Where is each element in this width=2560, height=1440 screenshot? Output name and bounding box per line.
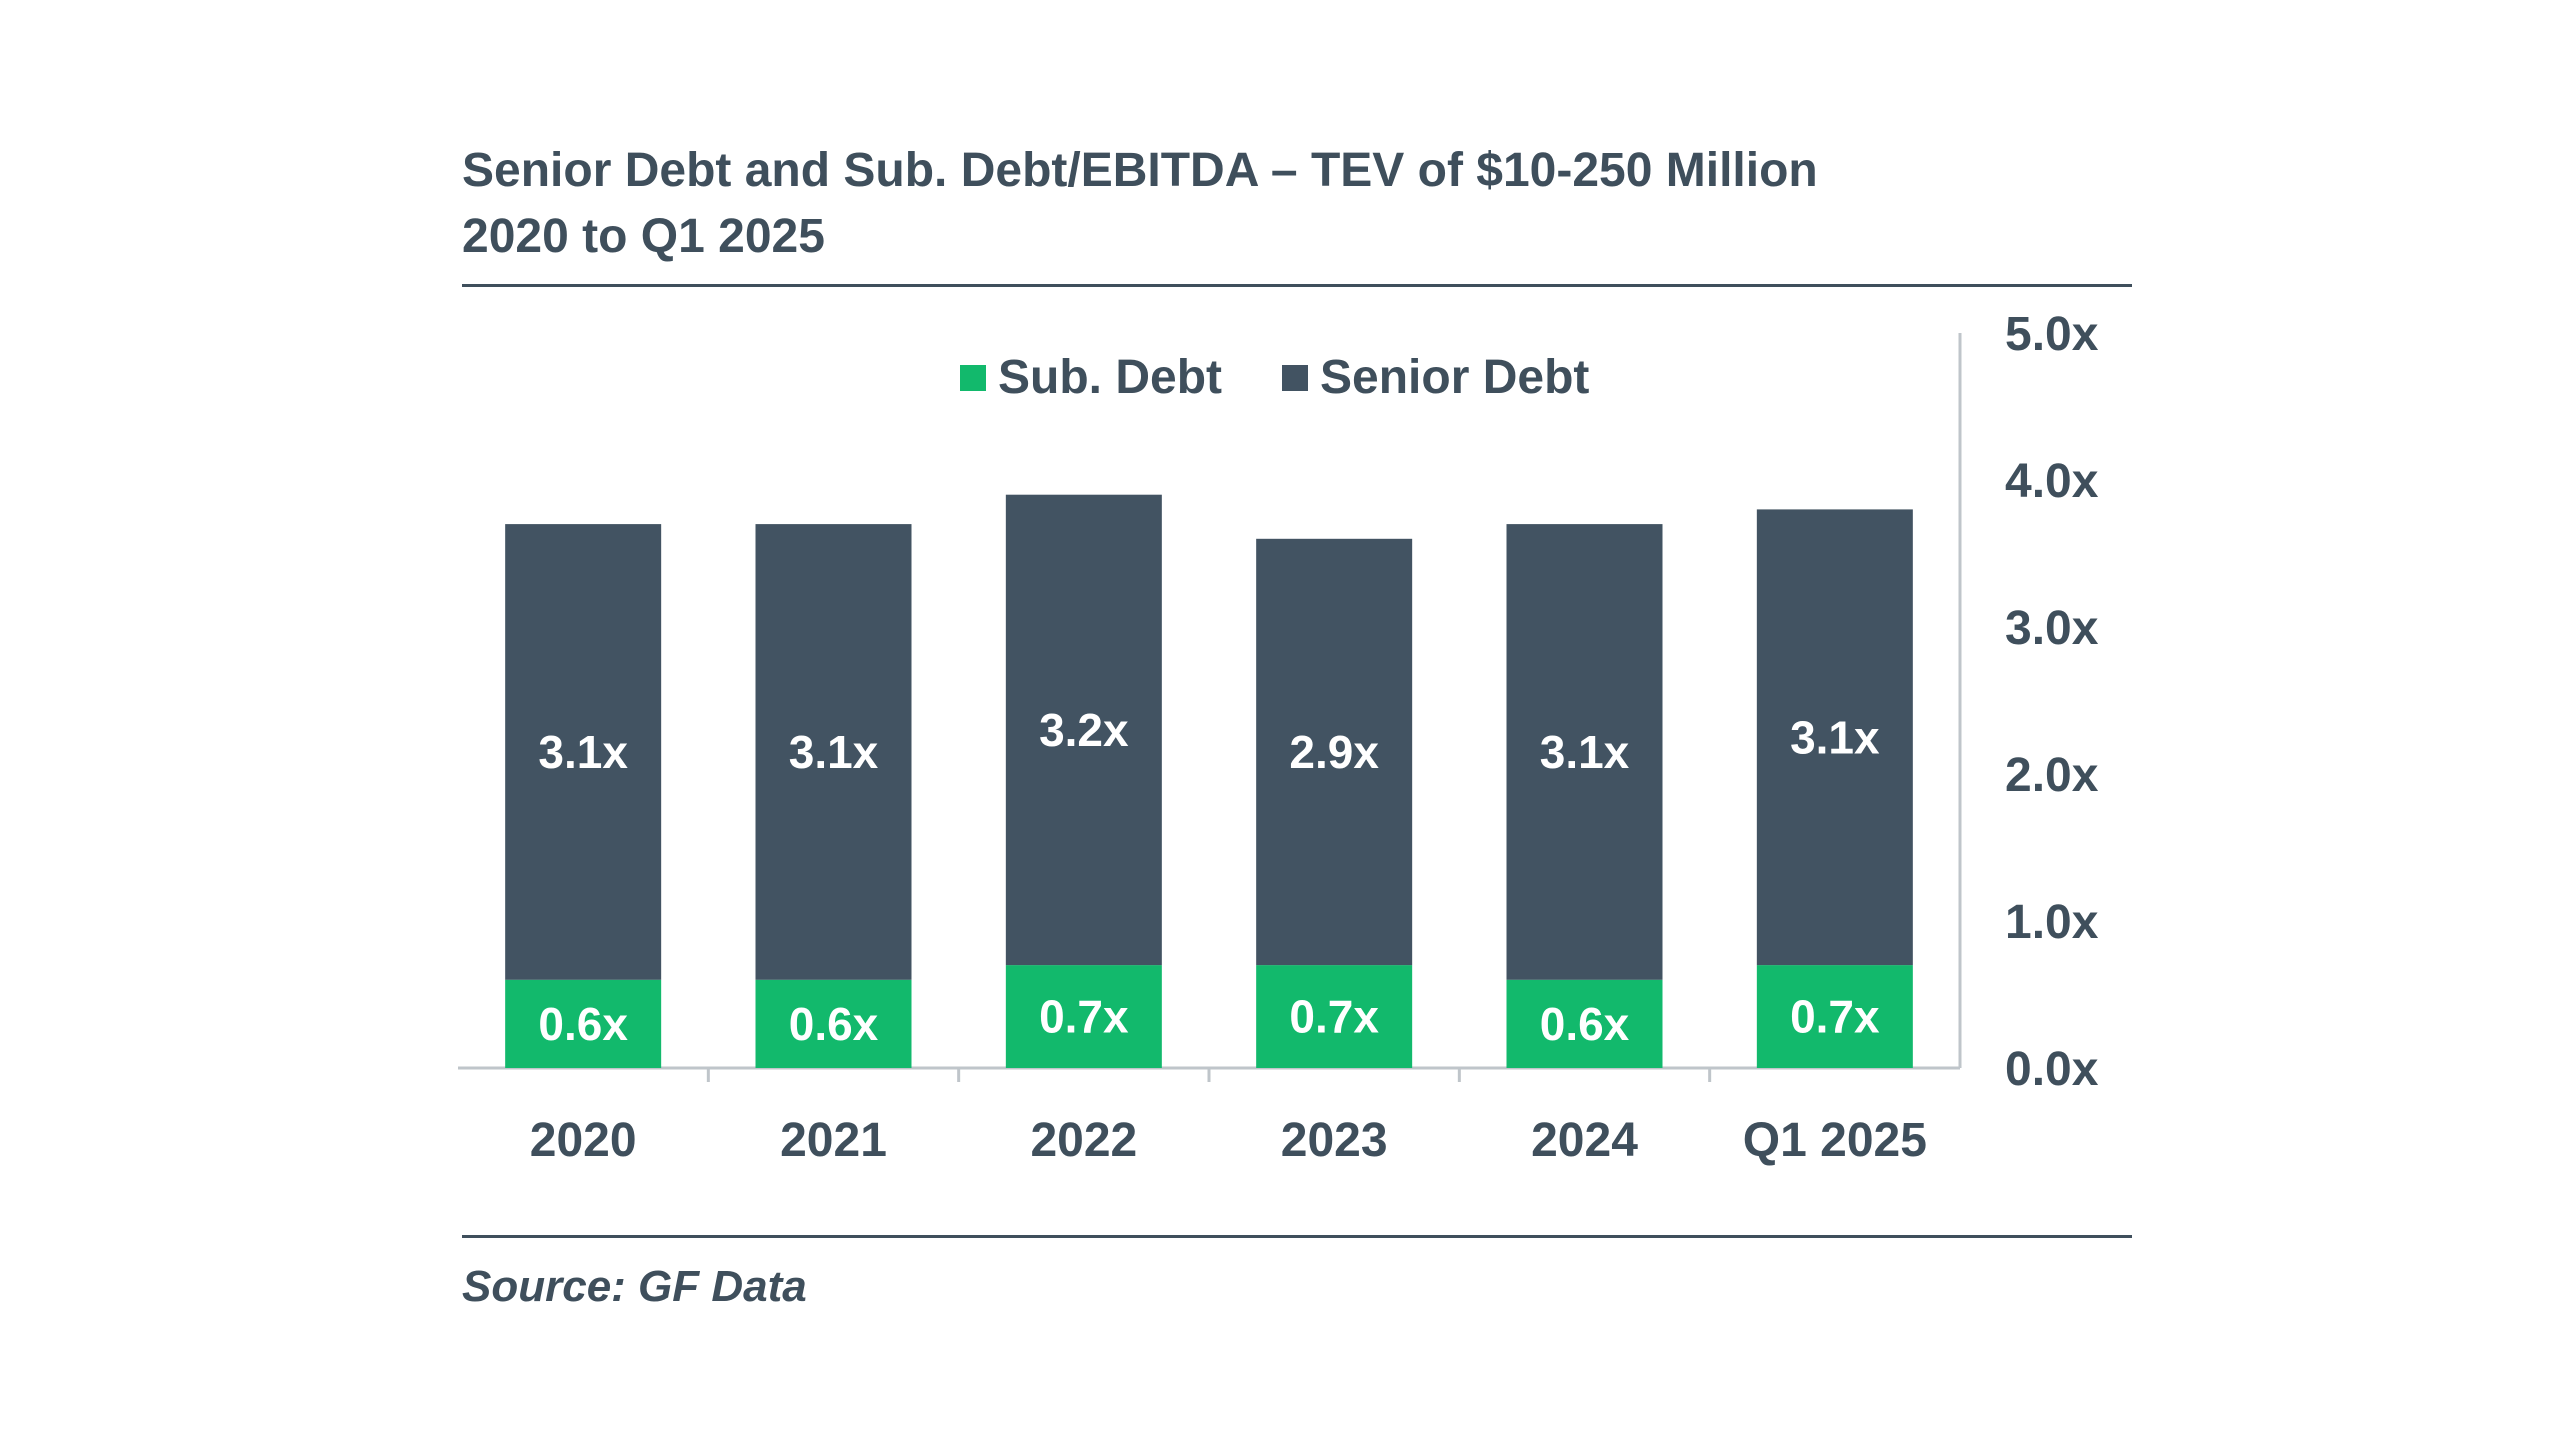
chart-title-line-1: Senior Debt and Sub. Debt/EBITDA – TEV o… — [462, 144, 1818, 197]
data-label-senior-debt: 3.1x — [789, 726, 879, 778]
data-label-senior-debt: 3.1x — [538, 726, 628, 778]
data-label-sub-debt: 0.7x — [1790, 991, 1880, 1043]
data-label-senior-debt: 3.2x — [1039, 704, 1129, 756]
data-label-senior-debt: 3.1x — [1540, 726, 1630, 778]
data-label-sub-debt: 0.6x — [789, 998, 879, 1050]
data-label-sub-debt: 0.7x — [1039, 991, 1129, 1043]
chart-title: Senior Debt and Sub. Debt/EBITDA – TEV o… — [462, 138, 2122, 270]
bar-sub-debt — [1256, 965, 1413, 1068]
chart-title-line-2: 2020 to Q1 2025 — [462, 210, 825, 263]
x-tick-label: 2020 — [530, 1114, 637, 1167]
y-tick-label: 5.0x — [2005, 308, 2099, 361]
legend-label-sub-debt: Sub. Debt — [998, 351, 1222, 404]
legend-swatch-sub-debt — [960, 364, 986, 391]
bar-senior-debt — [1506, 524, 1663, 980]
bar-senior-debt — [1005, 494, 1162, 966]
top-divider — [462, 284, 2132, 287]
bar-sub-debt — [1756, 965, 1913, 1068]
bar-senior-debt — [1256, 538, 1413, 966]
x-tick-label: 2021 — [780, 1114, 887, 1167]
bar-sub-debt — [1506, 979, 1663, 1068]
data-label-sub-debt: 0.7x — [1289, 991, 1379, 1043]
source-note: Source: GF Data — [462, 1262, 807, 1311]
y-tick-label: 0.0x — [2005, 1043, 2099, 1096]
x-tick-label: Q1 2025 — [1743, 1114, 1927, 1167]
bottom-divider — [462, 1235, 2132, 1238]
bar-senior-debt — [1756, 509, 1913, 966]
data-label-sub-debt: 0.6x — [1540, 998, 1630, 1050]
x-tick-label: 2023 — [1281, 1114, 1388, 1167]
x-tick-label: 2022 — [1030, 1114, 1137, 1167]
y-tick-label: 2.0x — [2005, 749, 2099, 802]
data-label-senior-debt: 3.1x — [1790, 711, 1880, 763]
y-tick-label: 1.0x — [2005, 896, 2099, 949]
y-tick-label: 3.0x — [2005, 602, 2099, 655]
bar-senior-debt — [755, 524, 912, 980]
bar-sub-debt — [505, 979, 662, 1068]
legend-label-senior-debt: Senior Debt — [1320, 351, 1590, 404]
y-tick-label: 4.0x — [2005, 455, 2099, 508]
legend-item-senior-debt: Senior Debt — [1282, 350, 1589, 405]
bar-sub-debt — [1005, 965, 1162, 1068]
x-tick-label: 2024 — [1531, 1114, 1638, 1167]
bar-senior-debt — [505, 524, 662, 980]
bar-sub-debt — [755, 979, 912, 1068]
legend-swatch-senior-debt — [1282, 364, 1308, 391]
data-label-sub-debt: 0.6x — [538, 998, 628, 1050]
data-label-senior-debt: 2.9x — [1289, 726, 1379, 778]
legend-item-sub-debt: Sub. Debt — [960, 350, 1222, 405]
